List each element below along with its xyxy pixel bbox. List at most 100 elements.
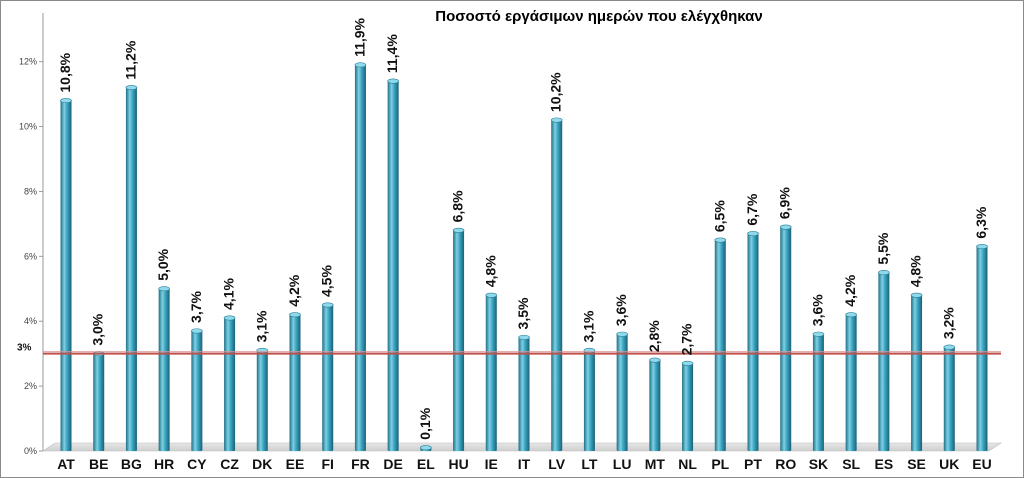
bar-sk	[812, 331, 825, 451]
bar-sl	[845, 312, 857, 451]
bar-cap	[812, 331, 825, 337]
bar-fr	[354, 62, 367, 452]
bar-body	[812, 334, 824, 451]
x-tick-label-sk: SK	[809, 456, 828, 472]
x-tick-label-bg: BG	[121, 456, 142, 472]
bar-body	[616, 334, 628, 451]
bar-cap	[223, 315, 236, 321]
data-label-cz: 4,1%	[221, 278, 237, 310]
bar-cap	[845, 312, 857, 318]
data-label-bg: 11,2%	[122, 40, 138, 79]
bar-cap	[158, 286, 170, 292]
y-tick-label: 10%	[19, 122, 37, 132]
bar-fi	[321, 302, 334, 451]
bar-cap	[616, 331, 628, 337]
bar-pt	[747, 231, 759, 451]
bar-cap	[878, 270, 890, 276]
bar-cap	[943, 344, 956, 350]
bar-cap	[550, 117, 563, 123]
x-tick-label-ee: EE	[286, 456, 305, 472]
bar-body	[911, 295, 923, 451]
bar-lv	[550, 117, 563, 452]
data-label-hu: 6,8%	[450, 190, 466, 222]
x-tick-label-lu: LU	[613, 456, 632, 472]
bar-it	[518, 334, 530, 451]
bar-cap	[321, 302, 334, 308]
bar-body	[551, 120, 563, 452]
bar-uk	[943, 344, 956, 451]
y-tick-label: 0%	[24, 446, 37, 456]
bar-es	[878, 270, 890, 451]
bar-de	[387, 78, 399, 451]
x-tick-label-fi: FI	[321, 456, 333, 472]
data-label-pl: 6,5%	[711, 200, 727, 232]
bar-at	[60, 98, 72, 451]
data-label-lu: 3,6%	[613, 294, 629, 326]
bar-hr	[158, 286, 170, 451]
x-tick-label-uk: UK	[939, 456, 959, 472]
data-label-lt: 3,1%	[580, 310, 596, 342]
x-tick-label-lv: LV	[548, 456, 566, 472]
bar-ie	[485, 292, 498, 451]
x-tick-label-pl: PL	[711, 456, 729, 472]
x-tick-label-pt: PT	[744, 456, 762, 472]
bar-be	[92, 351, 105, 451]
bar-body	[387, 81, 399, 451]
data-label-ro: 6,9%	[777, 187, 793, 219]
bar-body	[976, 246, 988, 451]
bar-cap	[420, 445, 432, 451]
bar-lt	[583, 347, 596, 451]
x-tick-label-se: SE	[907, 456, 926, 472]
bar-body	[780, 227, 792, 451]
x-tick-label-dk: DK	[252, 456, 272, 472]
bar-cap	[485, 292, 498, 298]
bar-dk	[256, 347, 269, 451]
bar-cap	[60, 98, 72, 104]
data-label-se: 4,8%	[908, 255, 924, 287]
bar-cap	[452, 227, 465, 233]
bar-eu	[976, 244, 988, 451]
data-label-fi: 4,5%	[319, 265, 335, 297]
bar-cap	[779, 224, 792, 230]
bar-cap	[681, 360, 694, 366]
bar-body	[354, 64, 366, 452]
bar-cap	[125, 85, 138, 91]
bar-cap	[518, 334, 530, 340]
x-tick-label-de: DE	[383, 456, 402, 472]
data-label-be: 3,0%	[90, 313, 106, 345]
bar-body	[747, 233, 759, 451]
x-tick-label-cy: CY	[187, 456, 207, 472]
bar-body	[289, 314, 301, 451]
data-label-el: 0,1%	[417, 407, 433, 439]
x-tick-label-cz: CZ	[220, 456, 239, 472]
data-label-pt: 6,7%	[744, 193, 760, 225]
bar-cy	[191, 328, 203, 451]
y-tick-label: 6%	[24, 251, 37, 261]
x-tick-label-ie: IE	[485, 456, 498, 472]
x-tick-label-eu: EU	[972, 456, 991, 472]
bar-body	[93, 353, 105, 451]
bar-body	[714, 240, 726, 451]
bar-cz	[223, 315, 236, 451]
bar-body	[845, 314, 857, 451]
bar-body	[453, 230, 465, 451]
data-label-it: 3,5%	[515, 297, 531, 329]
bar-nl	[681, 360, 694, 451]
bar-cap	[747, 231, 759, 237]
reference-line-label: 3%	[17, 343, 32, 354]
bar-body	[583, 350, 595, 451]
bar-body	[943, 347, 955, 451]
chart-title: Ποσοστό εργάσιμων ημερών που ελέγχθηκαν	[435, 8, 762, 25]
data-label-mt: 2,8%	[646, 320, 662, 352]
x-tick-label-hu: HU	[448, 456, 468, 472]
y-tick-label: 4%	[24, 316, 37, 326]
data-label-cy: 3,7%	[188, 290, 204, 322]
data-label-eu: 6,3%	[973, 206, 989, 238]
bar-body	[256, 350, 268, 451]
data-label-lv: 10,2%	[548, 72, 564, 112]
bar-ee	[289, 312, 301, 451]
bar-body	[878, 272, 890, 451]
bar-body	[158, 288, 170, 451]
